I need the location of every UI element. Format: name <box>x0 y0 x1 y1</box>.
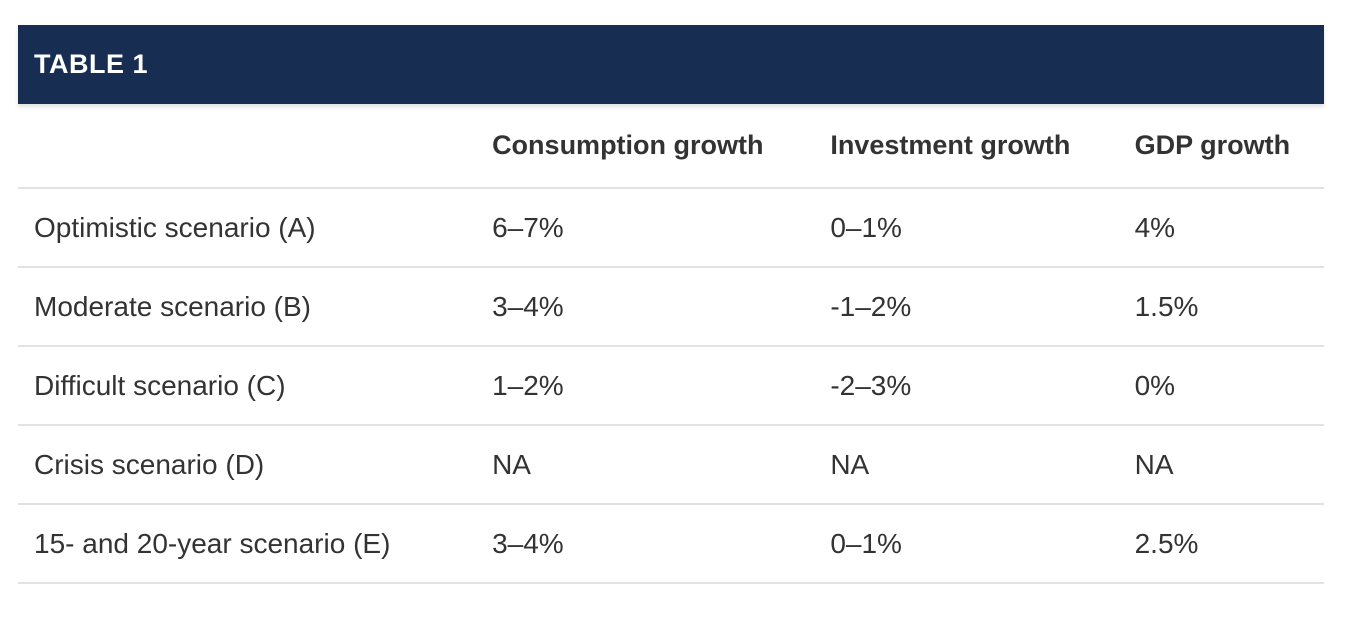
column-header-investment-growth: Investment growth <box>830 104 1135 189</box>
table-title: TABLE 1 <box>34 49 149 79</box>
table-row: 15- and 20-year scenario (E) 3–4% 0–1% 2.5% <box>18 504 1324 584</box>
table-header-row: Consumption growth Investment growth GDP… <box>18 104 1324 189</box>
row-label: Crisis scenario (D) <box>18 425 493 505</box>
table-cell: 1–2% <box>492 346 831 426</box>
table-cell: 6–7% <box>492 188 831 268</box>
row-label: Optimistic scenario (A) <box>18 188 493 268</box>
table-row: Crisis scenario (D) NA NA NA <box>18 425 1324 505</box>
table-cell: 4% <box>1134 188 1324 268</box>
table-cell: -2–3% <box>830 346 1135 426</box>
column-header-scenario <box>18 104 493 189</box>
table-body: Optimistic scenario (A) 6–7% 0–1% 4% Moderat… <box>18 188 1324 584</box>
table-cell: NA <box>1134 425 1324 505</box>
table-cell: 0% <box>1134 346 1324 426</box>
table-cell: 0–1% <box>830 188 1135 268</box>
table-row: Optimistic scenario (A) 6–7% 0–1% 4% <box>18 188 1324 268</box>
table-cell: 3–4% <box>492 504 831 584</box>
table-container: TABLE 1 Consumption growth Investment gr… <box>18 25 1324 584</box>
row-label: 15- and 20-year scenario (E) <box>18 504 493 584</box>
table-cell: -1–2% <box>830 267 1135 347</box>
row-label: Difficult scenario (C) <box>18 346 493 426</box>
row-label: Moderate scenario (B) <box>18 267 493 347</box>
table-row: Moderate scenario (B) 3–4% -1–2% 1.5% <box>18 267 1324 347</box>
table-cell: 1.5% <box>1134 267 1324 347</box>
table-cell: NA <box>492 425 831 505</box>
table-cell: 0–1% <box>830 504 1135 584</box>
data-table: Consumption growth Investment growth GDP… <box>18 104 1324 584</box>
table-cell: 3–4% <box>492 267 831 347</box>
column-header-gdp-growth: GDP growth <box>1134 104 1324 189</box>
table-cell: 2.5% <box>1134 504 1324 584</box>
table-row: Difficult scenario (C) 1–2% -2–3% 0% <box>18 346 1324 426</box>
table-title-bar: TABLE 1 <box>18 25 1324 104</box>
table-cell: NA <box>830 425 1135 505</box>
column-header-consumption-growth: Consumption growth <box>492 104 831 189</box>
